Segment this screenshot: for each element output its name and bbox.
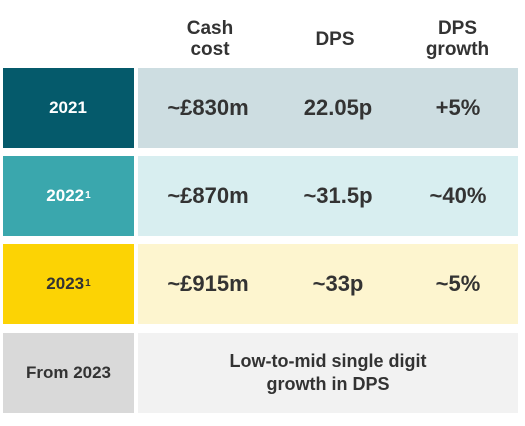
row-label-2021: 2021 <box>3 68 134 148</box>
row-label-2023: 2023 1 <box>3 244 134 324</box>
row-values: ~£830m 22.05p +5% <box>138 68 518 148</box>
dps-growth-value: ~40% <box>429 183 487 208</box>
dps-growth-value: ~5% <box>435 271 481 296</box>
row-values: ~£915m ~33p ~5% <box>138 244 518 324</box>
year-label: 2022 <box>46 186 85 205</box>
outlook-value: Low-to-mid single digit growth in DPS <box>138 333 518 413</box>
column-header-dps: DPS <box>315 28 355 50</box>
table-row-2021: 2021 ~£830m 22.05p +5% <box>3 68 518 148</box>
year-label: 2023 <box>46 274 85 293</box>
cash-cost-value: ~£870m <box>167 183 249 208</box>
outlook-text: Low-to-mid single digit growth in DPS <box>229 351 427 394</box>
row-label-2022: 2022 1 <box>3 156 134 236</box>
cash-cost-value: ~£915m <box>167 271 249 296</box>
column-header-cash-cost: Cash cost <box>186 18 234 60</box>
year-label: 2021 <box>49 98 87 117</box>
table-row-2023: 2023 1 ~£915m ~33p ~5% <box>3 244 518 324</box>
dps-growth-value: +5% <box>435 95 481 120</box>
row-values: ~£870m ~31.5p ~40% <box>138 156 518 236</box>
column-header-dps-growth: DPS growth <box>425 18 490 60</box>
cash-cost-value: ~£830m <box>167 95 249 120</box>
dps-value: ~33p <box>312 271 364 296</box>
dps-value: ~31.5p <box>303 183 373 208</box>
dps-value: 22.05p <box>303 95 373 120</box>
row-label-from-2023: From 2023 <box>3 333 134 413</box>
table-row-outlook: From 2023 Low-to-mid single digit growth… <box>3 333 518 413</box>
table-row-2022: 2022 1 ~£870m ~31.5p ~40% <box>3 156 518 236</box>
